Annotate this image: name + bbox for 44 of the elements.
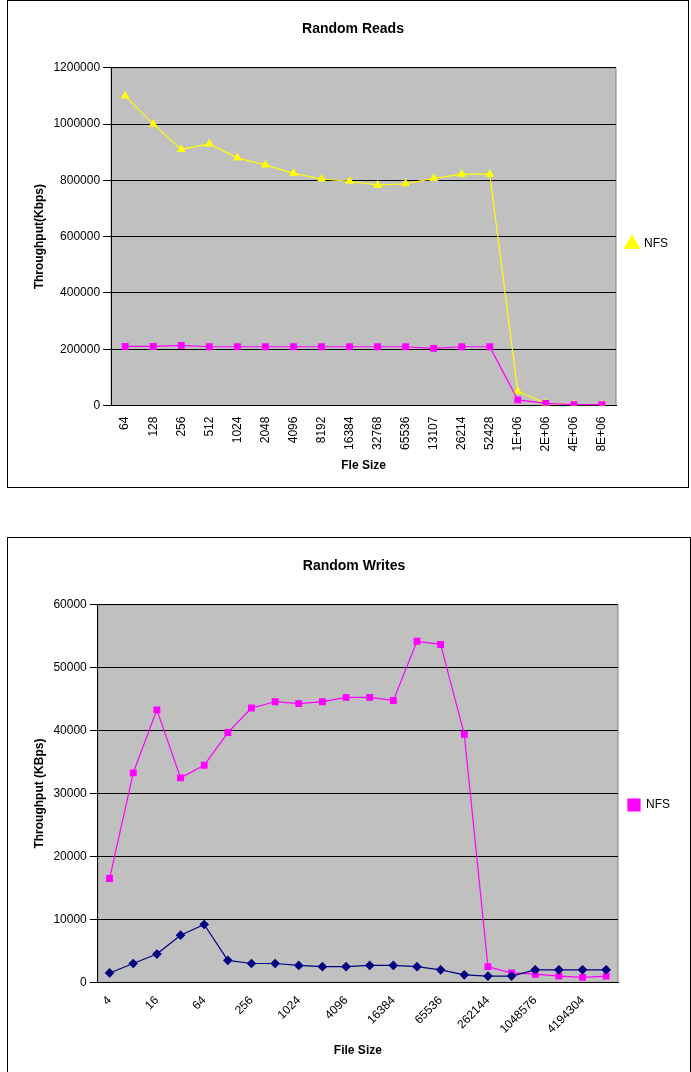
y-tick-label: 10000: [53, 911, 88, 926]
legend-label: NFS: [646, 797, 670, 812]
y-tick-label: 20000: [53, 848, 88, 863]
y-tick-label: 600000: [60, 229, 101, 243]
y-tick-label: 0: [93, 397, 101, 412]
x-tick-label: 65536: [397, 416, 412, 450]
x-tick-label: 16: [142, 992, 162, 1013]
x-tick-label: 2E+06: [538, 416, 553, 452]
x-tick-label: 26214: [454, 416, 469, 450]
x-tick-label: 256: [231, 992, 257, 1018]
x-tick-label: 2048: [257, 416, 272, 444]
x-tick-label: 4096: [285, 416, 300, 444]
y-tick-label: 400000: [60, 285, 101, 300]
x-tick-label: 4: [99, 992, 115, 1008]
y-tick-label: 800000: [60, 172, 101, 187]
x-tick-label: 8E+06: [594, 416, 609, 452]
y-tick-label: 50000: [53, 660, 88, 675]
y-tick-label: 1000000: [53, 116, 101, 131]
x-tick-label: 64: [117, 416, 132, 430]
x-tick-label: 8192: [313, 416, 328, 444]
chart-title: Random Reads: [302, 20, 405, 37]
x-tick-label: 64: [189, 992, 209, 1013]
chart-title: Random Writes: [302, 557, 406, 574]
x-tick-label: 128: [145, 416, 160, 437]
y-axis-title: Throughput (KBps): [31, 738, 46, 849]
y-tick-label: 0: [80, 974, 88, 989]
x-tick-label: 32768: [369, 416, 384, 450]
x-axis-title: File Size: [333, 1043, 383, 1058]
x-tick-label: 1E+06: [510, 416, 525, 452]
y-tick-label: 30000: [53, 785, 88, 800]
x-axis-title: Fle Size: [341, 458, 387, 473]
x-tick-label: 512: [201, 416, 216, 437]
y-tick-label: 40000: [53, 722, 88, 737]
legend-label: NFS: [644, 236, 668, 251]
x-tick-label: 52428: [482, 416, 497, 450]
x-tick-label: 13107: [425, 416, 440, 450]
y-tick-label: 1200000: [53, 60, 101, 75]
y-tick-label: 60000: [53, 597, 88, 612]
x-tick-label: 4E+06: [566, 416, 581, 452]
y-tick-label: 200000: [60, 341, 101, 356]
x-tick-label: 256: [173, 416, 188, 437]
y-axis-title: Throughput(Kbps): [31, 184, 46, 290]
x-tick-label: 16384: [341, 416, 356, 450]
x-tick-label: 1024: [229, 416, 244, 444]
